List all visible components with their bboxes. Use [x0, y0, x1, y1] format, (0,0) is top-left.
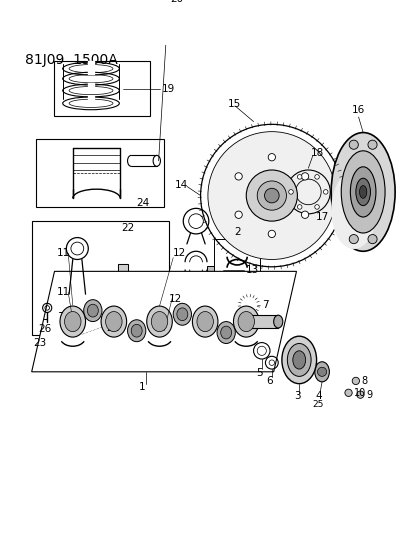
Circle shape [235, 173, 242, 180]
Text: 21: 21 [106, 323, 119, 333]
Circle shape [264, 188, 278, 203]
Text: 1: 1 [138, 382, 145, 392]
Circle shape [268, 230, 275, 238]
Text: 8: 8 [361, 376, 367, 386]
Bar [206, 266, 223, 273]
Circle shape [351, 377, 358, 385]
Ellipse shape [314, 362, 329, 382]
Text: 20: 20 [170, 0, 183, 4]
Circle shape [317, 367, 326, 376]
Bar [214, 239, 259, 285]
Ellipse shape [220, 326, 231, 339]
Text: 16: 16 [351, 104, 365, 115]
Circle shape [367, 235, 376, 244]
Ellipse shape [101, 306, 126, 337]
Ellipse shape [355, 178, 370, 206]
Text: 2: 2 [233, 227, 240, 237]
Text: 12: 12 [173, 248, 186, 258]
Ellipse shape [64, 311, 81, 332]
Ellipse shape [340, 151, 384, 233]
Ellipse shape [287, 343, 310, 376]
Polygon shape [31, 271, 296, 372]
Bar [246, 315, 278, 328]
Ellipse shape [60, 306, 85, 337]
Circle shape [74, 330, 81, 338]
Ellipse shape [330, 133, 394, 251]
Text: 22: 22 [121, 223, 134, 233]
Circle shape [288, 190, 292, 194]
Ellipse shape [192, 306, 217, 337]
Ellipse shape [358, 185, 366, 198]
Text: 9: 9 [365, 390, 371, 400]
Text: 25: 25 [312, 400, 323, 409]
Circle shape [344, 389, 351, 397]
Ellipse shape [273, 315, 282, 328]
Circle shape [367, 140, 376, 149]
Ellipse shape [237, 311, 254, 332]
Text: 23: 23 [33, 337, 47, 348]
Ellipse shape [151, 311, 167, 332]
Bar [117, 264, 128, 297]
Text: 6: 6 [266, 376, 273, 386]
Circle shape [246, 170, 297, 221]
Text: 11: 11 [56, 287, 69, 297]
Ellipse shape [131, 324, 142, 337]
Ellipse shape [173, 303, 191, 325]
Text: 12: 12 [168, 294, 181, 304]
Circle shape [314, 175, 318, 179]
Circle shape [349, 140, 358, 149]
Ellipse shape [176, 308, 188, 321]
Ellipse shape [197, 311, 213, 332]
Ellipse shape [292, 351, 305, 369]
Circle shape [297, 175, 301, 179]
Circle shape [256, 181, 286, 210]
Text: 4: 4 [314, 391, 321, 400]
Circle shape [207, 132, 335, 260]
Circle shape [301, 173, 308, 180]
Circle shape [349, 235, 358, 244]
Text: 81J09  1500A: 81J09 1500A [25, 53, 118, 67]
Text: 15: 15 [228, 99, 241, 109]
Ellipse shape [281, 336, 316, 384]
Ellipse shape [233, 306, 259, 337]
Text: 24: 24 [135, 198, 149, 208]
Text: 13: 13 [246, 264, 259, 274]
Text: 11: 11 [56, 248, 69, 258]
Ellipse shape [349, 167, 375, 217]
Bar [36, 139, 164, 207]
Text: 3: 3 [293, 391, 300, 401]
Ellipse shape [330, 172, 376, 249]
Text: 18: 18 [310, 148, 323, 158]
Bar [31, 221, 168, 335]
Text: 7: 7 [261, 300, 268, 310]
Ellipse shape [105, 311, 122, 332]
Polygon shape [117, 264, 128, 297]
Ellipse shape [216, 321, 235, 343]
Ellipse shape [87, 304, 98, 317]
Text: 26: 26 [39, 324, 52, 334]
Circle shape [314, 205, 318, 209]
Text: 19: 19 [161, 84, 174, 94]
Text: 5: 5 [256, 368, 263, 378]
Circle shape [235, 211, 242, 219]
Text: 17: 17 [315, 213, 328, 222]
Circle shape [268, 154, 275, 161]
Text: 10: 10 [353, 388, 366, 398]
Text: 14: 14 [175, 180, 188, 190]
Bar [55, 61, 150, 116]
Ellipse shape [127, 320, 145, 342]
Ellipse shape [146, 306, 172, 337]
Circle shape [297, 205, 301, 209]
Circle shape [301, 211, 308, 219]
Bar [117, 264, 128, 297]
Circle shape [356, 391, 363, 398]
Ellipse shape [83, 300, 102, 321]
Circle shape [323, 190, 327, 194]
